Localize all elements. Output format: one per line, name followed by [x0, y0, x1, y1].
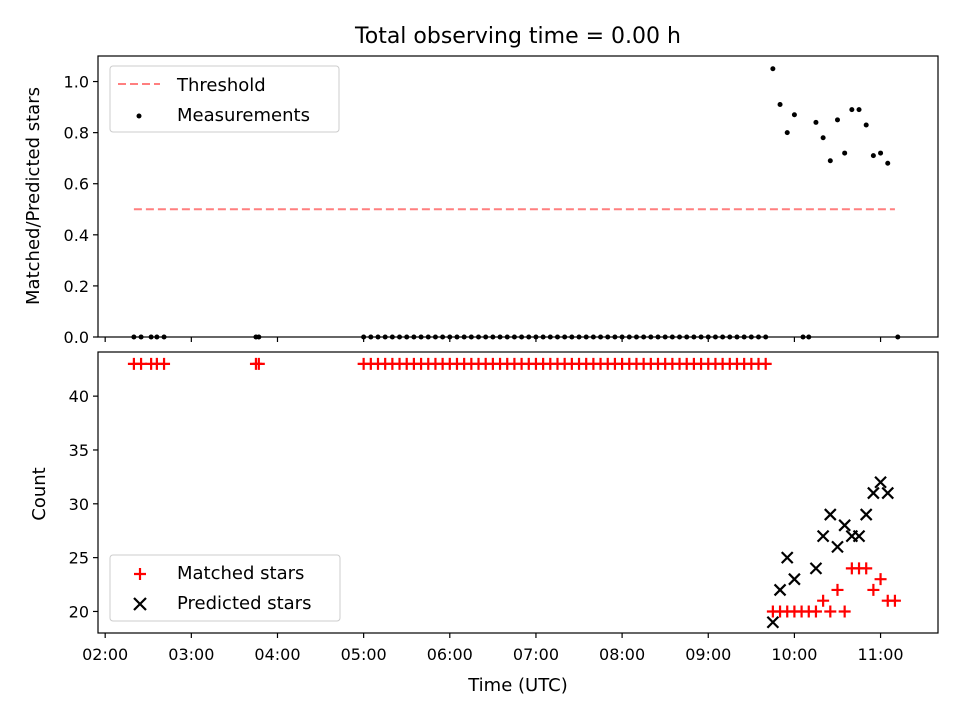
chart-title: Total observing time = 0.00 h: [354, 24, 681, 49]
bottom-y-tick-label: 35: [69, 441, 89, 460]
x-tick-label: 09:00: [685, 645, 731, 664]
predicted-star-point: [773, 583, 787, 597]
x-tick-label: 11:00: [858, 645, 904, 664]
top-y-tick-label: 0.6: [64, 175, 89, 194]
predicted-star-point: [816, 529, 830, 543]
legend-predicted-swatch: [133, 597, 147, 611]
measurement-point: [849, 107, 855, 113]
matched-star-point: [838, 605, 851, 618]
measurement-point: [856, 107, 862, 113]
predicted-star-point: [809, 562, 823, 575]
x-tick-label: 10:00: [771, 645, 817, 664]
x-tick-label: 03:00: [168, 645, 214, 664]
bottom-y-axis-label: Count: [29, 467, 50, 520]
predicted-star-point: [766, 615, 780, 629]
matched-star-point: [252, 357, 265, 370]
bottom-marks: [127, 357, 901, 629]
predicted-star-point: [867, 486, 880, 500]
measurement-point: [863, 122, 869, 128]
bottom-y-tick-label: 25: [69, 549, 89, 568]
measurement-point: [827, 158, 833, 164]
matched-star-point: [860, 562, 873, 575]
matched-star-point: [831, 583, 844, 596]
measurement-point: [777, 102, 783, 108]
matched-star-point: [135, 357, 148, 370]
predicted-star-point: [831, 540, 844, 554]
matched-star-point: [867, 583, 880, 596]
bottom-y-tick-label: 30: [69, 495, 89, 514]
legend-predicted-label: Predicted stars: [177, 593, 311, 614]
predicted-star-point: [788, 572, 801, 586]
matched-star-point: [759, 357, 772, 370]
predicted-star-point: [824, 508, 837, 521]
matched-star-point: [888, 594, 901, 607]
top-y-axis-label: Matched/Predicted stars: [23, 87, 44, 305]
top-plot-frame: [97, 55, 939, 338]
legend-threshold-label: Threshold: [176, 75, 266, 96]
measurement-point: [770, 66, 776, 72]
predicted-star-point: [780, 551, 794, 564]
measurement-point: [870, 153, 876, 159]
measurement-point: [885, 160, 891, 166]
x-tick-label: 06:00: [427, 645, 473, 664]
x-axis-label: Time (UTC): [467, 675, 568, 696]
bottom-y-tick-label: 40: [69, 387, 89, 406]
predicted-star-point: [874, 475, 887, 489]
bottom-panel: 20 25 30 35 40 02:00 03:00 04:00 05:00 06:00 07:00…: [29, 351, 939, 696]
top-y-tick-label: 0.4: [64, 226, 89, 245]
legend-measurements-label: Measurements: [177, 105, 310, 126]
matched-star-point: [809, 605, 822, 618]
top-y-tick-label: 0.8: [64, 124, 89, 143]
x-tick-label: 05:00: [341, 645, 387, 664]
predicted-star-point: [852, 529, 866, 543]
measurement-point: [842, 150, 848, 156]
top-y-tick-label: 0.2: [64, 277, 89, 296]
x-tick-label: 07:00: [513, 645, 559, 664]
top-axes: 0.0 0.2 0.4 0.6 0.8 1.0: [64, 55, 939, 347]
top-legend-box: [109, 65, 340, 133]
predicted-star-point: [838, 519, 851, 532]
bottom-y-tick-label: 20: [69, 602, 89, 621]
top-y-tick-label: 1.0: [64, 73, 89, 92]
measurement-point: [834, 117, 840, 123]
bottom-plot-frame: [97, 351, 939, 634]
bottom-legend-box: [109, 554, 341, 622]
predicted-star-point: [859, 508, 873, 521]
top-y-tick-label: 0.0: [64, 328, 89, 347]
matched-star-point: [158, 357, 171, 370]
legend-matched-swatch: [134, 568, 146, 580]
top-panel: 0.0 0.2 0.4 0.6 0.8 1.0 Matched/Predicted sta…: [23, 55, 939, 347]
legend-matched-label: Matched stars: [177, 563, 304, 584]
bottom-axes: 20 25 30 35 40 02:00 03:00 04:00 05:00 06:00 07:00…: [69, 351, 939, 664]
matched-star-point: [874, 573, 887, 586]
x-tick-label: 04:00: [254, 645, 300, 664]
x-tick-label: 08:00: [599, 645, 645, 664]
top-legend: Threshold Measurements: [109, 65, 340, 133]
x-tick-label: 02:00: [82, 645, 128, 664]
measurement-point: [791, 112, 797, 118]
bottom-legend: Matched stars Predicted stars: [109, 554, 341, 622]
measurement-point: [784, 130, 790, 136]
matched-star-point: [824, 605, 837, 618]
predicted-star-point: [881, 486, 895, 500]
measurement-point: [813, 119, 819, 125]
measurement-point: [820, 135, 826, 141]
legend-measurements-swatch: [136, 113, 142, 119]
measurement-point: [878, 150, 884, 156]
matched-star-point: [817, 594, 830, 607]
